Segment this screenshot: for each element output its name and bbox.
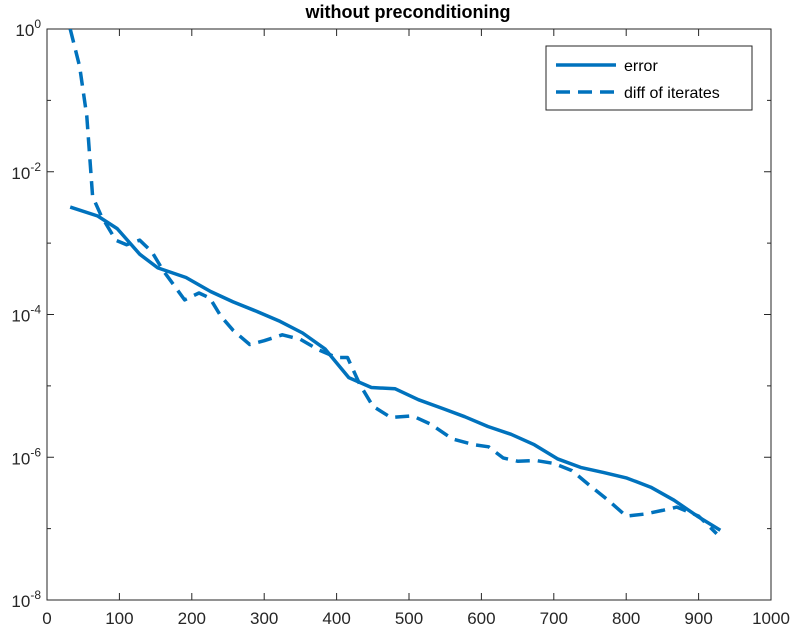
- plot-area: 0 100 200 300 400 500 600 700 800 900 1000 10-8 10-6…: [11, 17, 790, 628]
- chart-title: without preconditioning: [305, 2, 511, 22]
- x-tick-label: 200: [178, 609, 206, 628]
- x-tick-label: 400: [322, 609, 350, 628]
- y-tick-label: 10-8: [11, 588, 41, 611]
- x-tick-label: 1000: [752, 609, 790, 628]
- x-tick-label: 700: [540, 609, 568, 628]
- x-tick-label: 600: [467, 609, 495, 628]
- x-tick-label: 800: [612, 609, 640, 628]
- legend-label-error: error: [624, 58, 658, 75]
- y-tick-label: 10-4: [11, 303, 41, 326]
- x-tick-label: 500: [395, 609, 423, 628]
- x-tick-label: 900: [684, 609, 712, 628]
- legend-label-diff-of-iterates: diff of iterates: [624, 85, 720, 102]
- y-tick-label: 100: [15, 17, 41, 40]
- x-tick-label: 100: [105, 609, 133, 628]
- y-tick-label: 10-2: [11, 160, 41, 183]
- series-diff-of-iterates-line: [68, 29, 718, 535]
- y-tick-label: 10-6: [11, 445, 41, 468]
- x-tick-label: 300: [250, 609, 278, 628]
- series-error-line: [69, 205, 722, 532]
- legend-box: [545, 45, 753, 111]
- x-tick-label: 0: [42, 609, 51, 628]
